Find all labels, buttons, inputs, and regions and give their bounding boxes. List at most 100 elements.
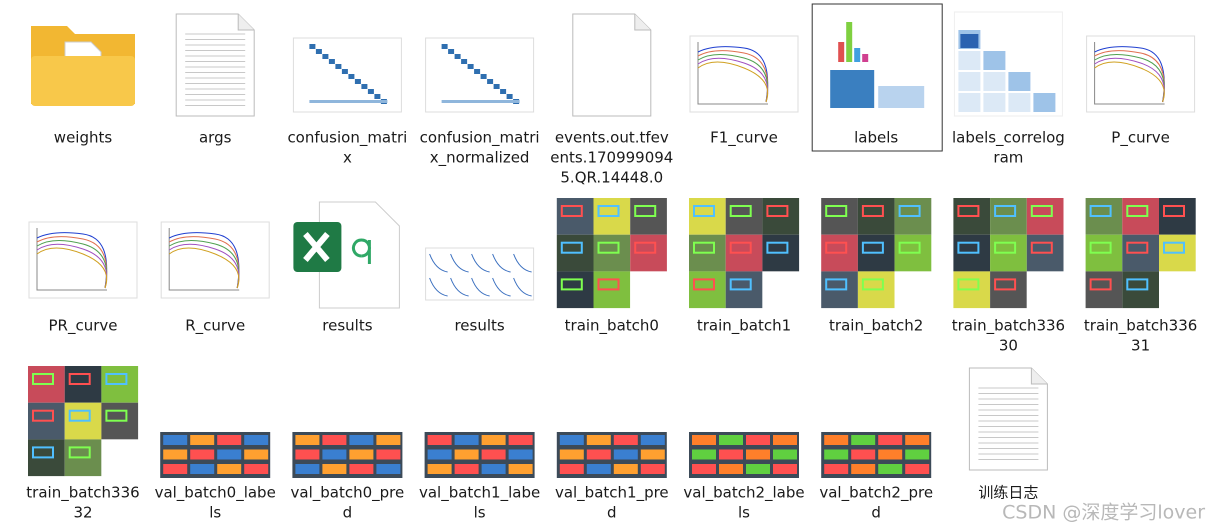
thumb <box>28 221 138 299</box>
photo-box <box>1089 241 1112 254</box>
strip-box <box>613 449 638 460</box>
file-item[interactable]: train_batch1 <box>689 198 800 336</box>
corr-cell <box>983 93 1006 112</box>
strip-box <box>746 449 770 460</box>
strip-box <box>878 464 903 474</box>
photo-box <box>597 241 620 254</box>
file-label: train_batch1 <box>697 317 791 336</box>
curve <box>697 57 769 103</box>
corr-cell <box>1008 93 1031 112</box>
cell <box>506 94 513 99</box>
photo-box <box>1030 205 1053 217</box>
curve <box>168 247 240 289</box>
excel-a <box>352 238 371 264</box>
cell <box>374 94 381 99</box>
photo-box <box>994 241 1017 254</box>
corr-cell <box>958 93 981 112</box>
file-item[interactable]: 训练日志 <box>968 367 1048 502</box>
strip-box <box>613 435 638 445</box>
photo-box <box>1126 278 1149 291</box>
strip-box <box>640 449 665 460</box>
photo-box <box>957 205 980 217</box>
file-item[interactable]: weights <box>31 26 135 147</box>
strip-box <box>481 464 506 474</box>
photo-tile <box>630 271 667 309</box>
file-item[interactable]: val_batch0_labels <box>155 432 276 522</box>
cell <box>467 64 474 69</box>
strip-box <box>508 449 533 460</box>
strip-box <box>190 464 215 474</box>
mini-plot <box>471 253 490 273</box>
mini-plot <box>513 277 532 297</box>
file-item[interactable]: labels <box>811 3 943 152</box>
strip-box <box>586 435 611 445</box>
file-label: P_curve <box>1111 129 1170 148</box>
mini-plot <box>471 277 490 297</box>
file-label: ls <box>474 504 486 522</box>
file-label: val_batch0_pre <box>291 484 405 503</box>
strip-box <box>719 449 743 460</box>
file-label: train_batch336 <box>1084 317 1197 336</box>
file-label: 32 <box>73 504 92 522</box>
strip-box <box>851 449 876 460</box>
photo-box <box>1089 278 1112 291</box>
file-label: R_curve <box>185 317 245 336</box>
corr-cell <box>983 72 1006 91</box>
photo-box <box>634 205 657 217</box>
file-item[interactable]: F1_curve <box>689 35 799 148</box>
strip-box <box>692 464 716 474</box>
file-item[interactable]: results <box>293 201 400 335</box>
corr-cell <box>958 72 981 91</box>
photo-box <box>560 205 583 217</box>
strip-box <box>773 464 797 474</box>
strip-box <box>349 435 374 445</box>
file-item[interactable]: train_batch0 <box>556 198 667 336</box>
file-item[interactable]: val_batch1_labels <box>419 432 540 522</box>
file-item[interactable]: PR_curve <box>28 221 138 336</box>
file-item[interactable]: train_batch2 <box>821 198 932 336</box>
file-label: train_batch336 <box>26 484 139 503</box>
photo-box <box>957 241 980 254</box>
file-label: 31 <box>1131 337 1150 355</box>
file-label: d <box>343 504 353 522</box>
file-item[interactable]: P_curve <box>1086 35 1196 148</box>
photo-tile <box>1026 271 1064 309</box>
photo-box <box>105 373 128 385</box>
file-item[interactable]: R_curve <box>160 221 270 336</box>
photo-box <box>597 205 620 217</box>
file-item[interactable]: val_batch2_labels <box>683 432 805 522</box>
strip-box <box>851 435 876 445</box>
file-item[interactable]: results <box>425 247 535 335</box>
strip-box <box>878 449 903 460</box>
strip-box <box>508 435 533 445</box>
photo-box <box>1030 241 1053 254</box>
row-bar <box>309 100 388 103</box>
strip-box <box>244 449 269 460</box>
strip-box <box>640 435 665 445</box>
watermark: CSDN @深度学习lover <box>1002 502 1205 524</box>
cell <box>354 79 361 84</box>
photo-box <box>68 373 91 385</box>
file-label: ls <box>209 504 221 522</box>
file-label: x <box>343 149 352 167</box>
strip-box <box>322 435 347 445</box>
photo-box <box>825 241 848 254</box>
strip-box <box>586 449 611 460</box>
mini-plot <box>450 253 469 273</box>
file-item[interactable]: events.out.tfev ents.170999094 5.QR.14448.… <box>550 13 673 187</box>
photo-box <box>861 278 884 291</box>
cell <box>348 74 355 79</box>
file-item[interactable]: args <box>175 13 255 147</box>
mini-plot <box>492 253 511 273</box>
